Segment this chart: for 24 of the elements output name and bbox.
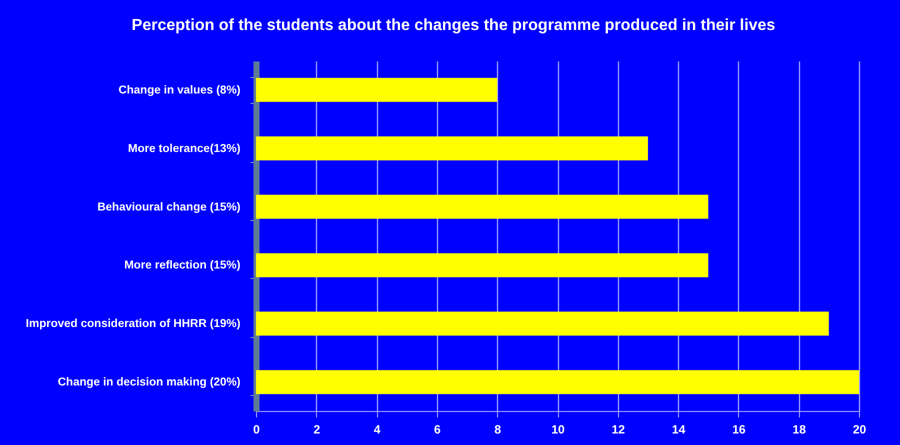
bar	[256, 136, 648, 160]
y-tick-label: More reflection (15%)	[124, 260, 241, 272]
x-tick-label: 12	[612, 422, 626, 436]
y-tick-label: Change in values (8%)	[118, 84, 241, 96]
x-tick-label: 4	[374, 422, 381, 436]
y-tick-label: More tolerance(13%)	[128, 142, 241, 155]
y-tick-label: Improved consideration of HHRR (19%)	[26, 318, 241, 330]
bar	[256, 312, 829, 336]
x-tick-label: 14	[672, 422, 686, 436]
x-tick-label: 8	[494, 422, 502, 436]
x-tick-label: 18	[792, 422, 806, 436]
bar	[256, 370, 859, 394]
x-tick-label: 2	[313, 422, 320, 436]
x-tick-label: 10	[551, 422, 565, 436]
y-tick-label: Behavioural change (15%)	[97, 201, 241, 214]
bar	[256, 194, 708, 219]
chart-title: Perception of the students about the changes the programme produced in their lives	[132, 17, 776, 34]
x-tick-label: 16	[732, 422, 746, 436]
x-tick-label: 6	[434, 422, 442, 436]
x-tick-label: 20	[852, 422, 866, 436]
y-tick-label: Change in decision making (20%)	[58, 376, 241, 389]
x-tick-label: 0	[253, 422, 260, 436]
bar	[256, 253, 708, 278]
bar	[256, 78, 498, 102]
